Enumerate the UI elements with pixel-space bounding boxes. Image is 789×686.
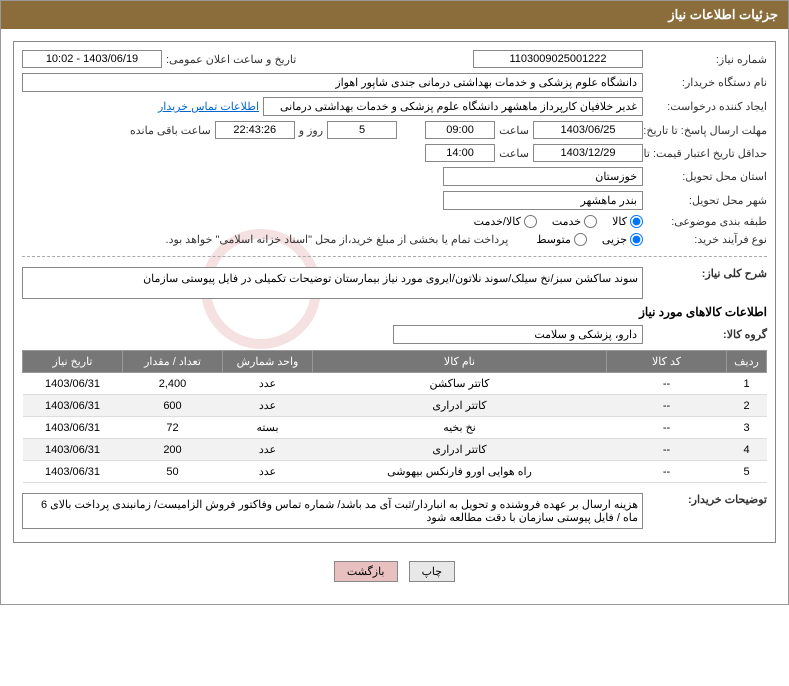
buyer-label: نام دستگاه خریدار:	[647, 76, 767, 89]
buyer-notes-value: هزینه ارسال بر عهده فروشنده و تحویل به ا…	[22, 493, 643, 529]
print-button[interactable]: چاپ	[409, 561, 456, 582]
table-header: ردیف	[727, 351, 767, 373]
table-header: واحد شمارش	[223, 351, 313, 373]
table-row: 2--کاتتر ادراریعدد6001403/06/31	[23, 395, 767, 417]
goods-group-value: دارو، پزشکی و سلامت	[393, 325, 643, 344]
deadline-date: 1403/06/25	[533, 121, 643, 139]
days-remain: 5	[327, 121, 397, 139]
province-value: خوزستان	[443, 167, 643, 186]
radio-goods[interactable]: کالا	[612, 215, 643, 228]
validity-time: 14:00	[425, 144, 495, 162]
main-fieldset: شماره نیاز: 1103009025001222 تاریخ و ساع…	[13, 41, 776, 543]
main-container: جزئیات اطلاعات نیاز شماره نیاز: 11030090…	[0, 0, 789, 605]
deadline-time: 09:00	[425, 121, 495, 139]
buyer-notes-label: توضیحات خریدار:	[647, 493, 767, 506]
table-header: نام کالا	[313, 351, 607, 373]
buyer-value: دانشگاه علوم پزشکی و خدمات بهداشتی درمان…	[22, 73, 643, 92]
need-no-label: شماره نیاز:	[647, 53, 767, 66]
goods-info-title: اطلاعات کالاهای مورد نیاز	[22, 305, 767, 319]
time-label-2: ساعت	[499, 147, 529, 160]
validity-label: حداقل تاریخ اعتبار قیمت: تا تاریخ:	[647, 147, 767, 160]
requester-value: غدیر خلافیان کارپرداز ماهشهر دانشگاه علو…	[263, 97, 643, 116]
radio-medium[interactable]: متوسط	[536, 233, 587, 246]
desc-value: سوند ساکشن سبز/نخ سیلک/سوند نلاتون/ایروی…	[22, 267, 643, 299]
page-title: جزئیات اطلاعات نیاز	[1, 1, 788, 29]
category-label: طبقه بندی موضوعی:	[647, 215, 767, 228]
deadline-label: مهلت ارسال پاسخ: تا تاریخ:	[647, 124, 767, 137]
desc-label: شرح کلی نیاز:	[647, 267, 767, 280]
hours-remain: 22:43:26	[215, 121, 295, 139]
category-radio-group: کالا خدمت کالا/خدمت	[474, 215, 643, 228]
validity-date: 1403/12/29	[533, 144, 643, 162]
table-row: 1--کاتتر ساکشنعدد2,4001403/06/31	[23, 373, 767, 395]
back-button[interactable]: بازگشت	[334, 561, 398, 582]
goods-table: ردیفکد کالانام کالاواحد شمارشتعداد / مقد…	[22, 350, 767, 483]
table-row: 3--نخ بخیهبسته721403/06/31	[23, 417, 767, 439]
table-row: 5--راه هوایی اورو فارنکس بیهوشیعدد501403…	[23, 461, 767, 483]
need-no-value: 1103009025001222	[473, 50, 643, 68]
radio-service[interactable]: خدمت	[552, 215, 597, 228]
process-radio-group: جزیی متوسط	[536, 233, 643, 246]
announce-label: تاریخ و ساعت اعلان عمومی:	[166, 53, 296, 66]
announce-value: 1403/06/19 - 10:02	[22, 50, 162, 68]
requester-label: ایجاد کننده درخواست:	[647, 100, 767, 113]
remain-text: ساعت باقی مانده	[130, 124, 211, 137]
table-header: تاریخ نیاز	[23, 351, 123, 373]
table-header: تعداد / مقدار	[123, 351, 223, 373]
payment-note: پرداخت تمام یا بخشی از مبلغ خرید،از محل …	[166, 233, 509, 246]
province-label: استان محل تحویل:	[647, 170, 767, 183]
contact-link[interactable]: اطلاعات تماس خریدار	[158, 100, 259, 113]
table-header: کد کالا	[607, 351, 727, 373]
radio-both[interactable]: کالا/خدمت	[474, 215, 537, 228]
days-text: روز و	[299, 124, 323, 137]
table-row: 4--کاتتر ادراریعدد2001403/06/31	[23, 439, 767, 461]
process-label: نوع فرآیند خرید:	[647, 233, 767, 246]
time-label-1: ساعت	[499, 124, 529, 137]
city-value: بندر ماهشهر	[443, 191, 643, 210]
city-label: شهر محل تحویل:	[647, 194, 767, 207]
goods-group-label: گروه کالا:	[647, 328, 767, 341]
radio-partial[interactable]: جزیی	[602, 233, 643, 246]
